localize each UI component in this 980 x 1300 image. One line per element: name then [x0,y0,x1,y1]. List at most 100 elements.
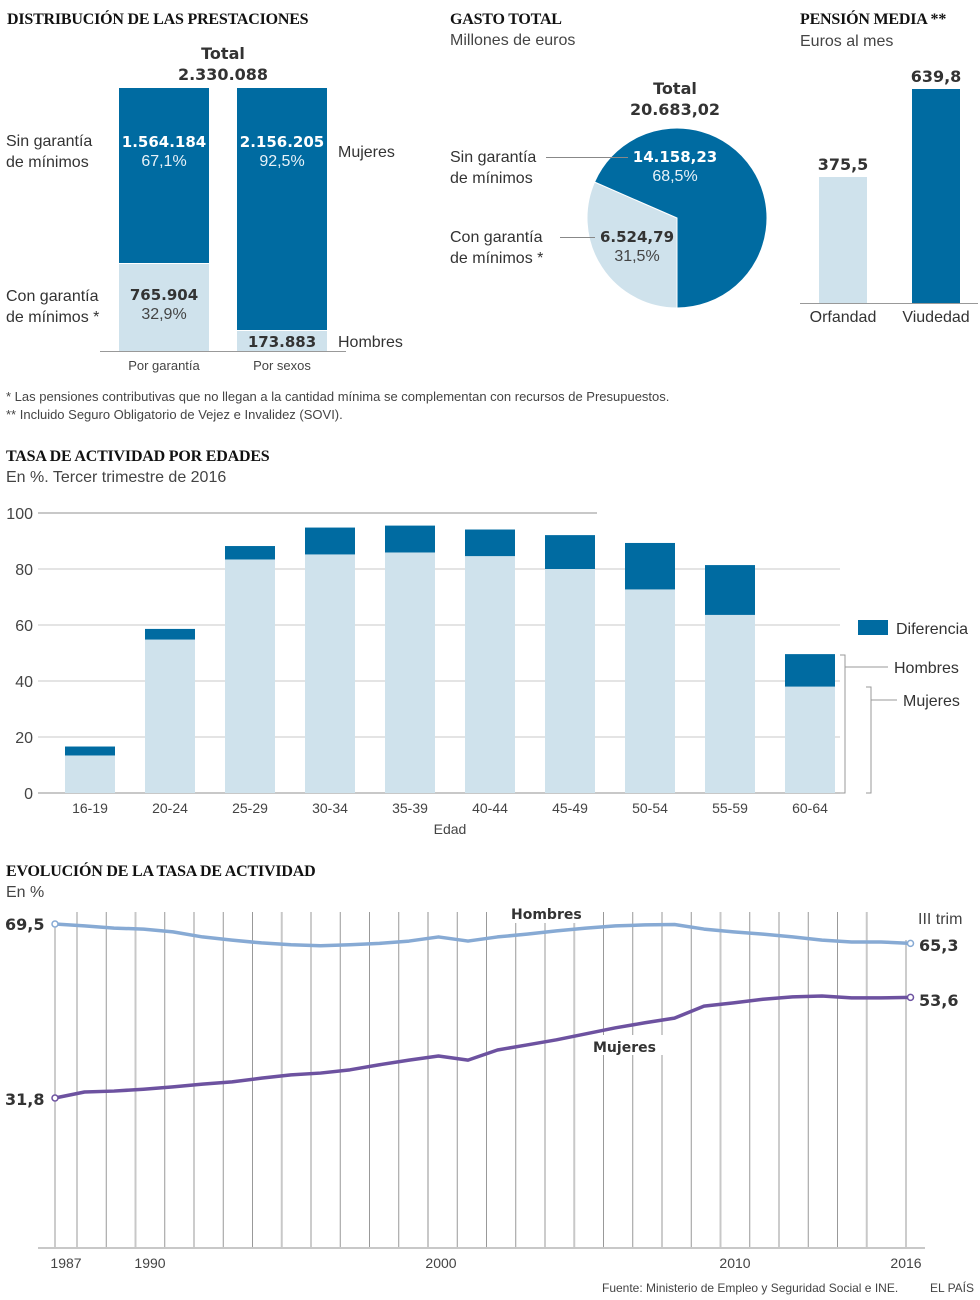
legend-diferencia-swatch [858,620,888,635]
bar-diferencia-16-19 [65,746,115,756]
bar-mujeres-25-29 [225,559,275,793]
bar-diferencia-55-59 [705,565,755,615]
distribucion-baseline [100,351,346,352]
value-sin-garantia: 1.564.184 [121,133,207,151]
xtick-label: 20-24 [152,800,188,816]
bar-diferencia-60-64 [785,654,835,687]
distribucion-total-value: 2.330.088 [177,65,269,84]
line-label-hombres: Hombres [511,907,582,923]
ytick-label: 0 [24,786,33,803]
xtick-label: 2016 [890,1255,921,1271]
value-con-garantia: 765.904 [129,286,199,304]
pie-pct-con: 31,5% [614,248,660,265]
bar-diferencia-40-44 [465,529,515,557]
bar-viudedad [912,89,960,303]
xtick-label: 2000 [425,1255,456,1271]
xtick-label: 40-44 [472,800,508,816]
end-hombres-value: 65,3 [919,936,958,955]
xtick-label: 25-29 [232,800,268,816]
start-hombres-value: 69,5 [5,915,44,934]
pie-label-con-1: Con garantía [450,229,543,246]
xtick-label: 1990 [134,1255,165,1271]
label-hombres: Hombres [338,334,403,351]
value-orfandad: 375,5 [817,155,869,175]
pie-leader-con [560,237,595,238]
line-mujeres [54,994,911,1100]
line-hombres [54,922,911,948]
xtick-label: 16-19 [72,800,108,816]
bar-orfandad [819,177,867,303]
bar-mujeres-45-49 [545,569,595,793]
bar-mujeres-50-54 [625,589,675,793]
legend-mujeres-label: Mujeres [903,693,960,710]
label-viudedad: Viudedad [902,309,970,326]
endpoint-mujeres [51,1094,59,1102]
endpoint-hombres [906,939,915,948]
ytick-label: 60 [15,618,33,635]
bar-mujeres-20-24 [145,639,195,793]
gasto-title: GASTO TOTAL [450,11,562,28]
pct-con-garantia: 32,9% [141,306,187,323]
pie-slice-con-garantia [586,181,678,309]
tasa-title: TASA DE ACTIVIDAD POR EDADES [6,448,270,465]
pie-pct-sin: 68,5% [652,168,698,185]
pension-subtitle: Euros al mes [800,33,894,50]
pie-value-sin: 14.158,23 [632,148,718,166]
bar-por-garantia-con [119,264,209,351]
tasa-chart: 0 20 40 60 80 100 16-19 20-24 25-29 30-34 35-39 40… [6,506,968,837]
footnote-2: ** Incluido Seguro Obligatorio de Vejez … [6,407,343,422]
ytick-label: 80 [15,562,33,579]
bar-mujeres-30-34 [305,554,355,793]
bar-diferencia-45-49 [545,535,595,569]
distribucion-total-label: Total [201,44,245,63]
label-sin-garantia-2: de mínimos [6,154,89,171]
label-sin-garantia-1: Sin garantía [6,133,93,150]
bar-mujeres-60-64 [785,686,835,793]
endpoint-hombres [51,920,59,928]
category-por-sexos: Por sexos [253,358,311,373]
footnote-1: * Las pensiones contributivas que no lle… [6,389,670,404]
bar-diferencia-50-54 [625,542,675,590]
evolucion-title: EVOLUCIÓN DE LA TASA DE ACTIVIDAD [6,863,316,880]
start-mujeres-value: 31,8 [5,1090,44,1109]
legend-diferencia-label: Diferencia [896,621,968,638]
endpoint-mujeres [906,993,915,1002]
bar-mujeres-55-59 [705,614,755,793]
xtick-label: 30-34 [312,800,348,816]
brand: EL PAÍS [930,1281,975,1295]
label-orfandad: Orfandad [809,309,877,326]
gasto-pie [586,127,768,309]
gasto-total-value: 20.683,02 [629,100,721,119]
distribucion-title: DISTRIBUCIÓN DE LAS PRESTACIONES [7,11,309,28]
value-mujeres: 2.156.205 [239,133,325,151]
value-hombres: 173.883 [247,333,317,351]
pension-title: PENSIÓN MEDIA ** [800,11,947,28]
tasa-xlabel: Edad [434,821,467,837]
gasto-subtitle: Millones de euros [450,32,576,49]
hombres-label-bg [508,903,592,923]
bar-diferencia-35-39 [385,525,435,553]
xtick-label: 2010 [719,1255,750,1271]
bar-por-garantia-sin [119,88,209,263]
mujeres-label-bg [590,1035,664,1055]
pie-label-sin-1: Sin garantía [450,149,537,166]
pension-baseline [800,303,978,304]
category-por-garantia: Por garantía [128,358,200,373]
ytick-label: 100 [6,506,33,523]
ytick-label: 20 [15,730,33,747]
pct-sin-garantia: 67,1% [141,153,187,170]
bar-diferencia-20-24 [145,628,195,640]
source: Fuente: Ministerio de Empleo y Seguridad… [602,1281,899,1295]
bar-mujeres-40-44 [465,556,515,793]
xtick-label: 35-39 [392,800,428,816]
pie-value-con: 6.524,79 [599,228,675,246]
end-mujeres-value: 53,6 [919,991,958,1010]
evolucion-subtitle: En % [6,884,45,901]
tasa-subtitle: En %. Tercer trimestre de 2016 [6,469,227,486]
legend-mujeres-bracket [866,686,872,794]
pct-mujeres: 92,5% [259,153,305,170]
label-con-garantia-2: de mínimos * [6,309,100,326]
legend-hombres-bracket [840,654,846,794]
bar-por-sexos-hombres [237,331,327,351]
end-period-label: III trim [918,911,962,928]
